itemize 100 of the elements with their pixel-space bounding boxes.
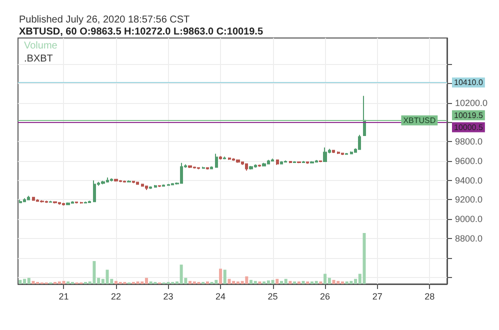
candlestick: [114, 178, 118, 182]
y-tick-label: 9600.0: [455, 156, 483, 166]
annotation: XBTUSD: [403, 116, 436, 125]
candlestick: [249, 166, 253, 170]
bar: [223, 270, 226, 284]
ref-line-label: 10019.5: [454, 110, 484, 120]
candlestick: [289, 160, 292, 164]
annotation: .BXBT: [24, 54, 53, 64]
y-tick-label: 9800.0: [455, 136, 483, 147]
candlestick: [154, 184, 157, 188]
bar: [276, 278, 279, 284]
candlestick: [188, 164, 192, 168]
candlestick: [228, 157, 231, 160]
bar: [271, 280, 274, 284]
bar: [106, 270, 109, 284]
y-tick-label: 9000.0: [455, 214, 483, 224]
candlestick: [332, 149, 335, 154]
candlestick: [127, 180, 131, 183]
candlestick: [297, 160, 301, 164]
bar: [284, 278, 288, 284]
x-tick-label: 27: [372, 292, 382, 302]
y-tick-label: 8800.0: [455, 233, 483, 244]
candlestick: [84, 201, 87, 204]
candlestick: [280, 160, 283, 165]
bar: [362, 233, 366, 284]
text: Volume: [24, 40, 58, 52]
candlestick: [358, 134, 361, 150]
candlestick: [93, 180, 96, 203]
candlestick: [162, 184, 165, 188]
candlestick: [223, 156, 226, 160]
candlestick: [284, 160, 287, 163]
x-tick-label: 24: [216, 292, 226, 302]
bar: [240, 280, 244, 284]
bar: [66, 281, 70, 284]
candlestick: [167, 184, 170, 186]
x-tick-label: 26: [320, 292, 330, 302]
bar: [180, 264, 183, 284]
candlestick: [210, 166, 213, 170]
x-tick-label: 21: [58, 292, 69, 302]
candlestick: [101, 180, 105, 185]
bar: [340, 281, 344, 284]
x-tick-label: 25: [268, 292, 278, 302]
bar: [350, 280, 353, 284]
bar: [250, 280, 253, 284]
candlestick: [62, 202, 65, 206]
bar: [27, 278, 30, 284]
bar: [245, 276, 248, 284]
candlestick: [262, 162, 266, 167]
candlestick: [53, 200, 57, 204]
candlestick: [132, 180, 135, 184]
candlestick: [219, 156, 222, 160]
candlestick: [236, 159, 240, 164]
bar: [314, 280, 318, 284]
bar: [144, 278, 148, 284]
ref-line-label: 10410.0: [454, 78, 484, 88]
bar: [324, 274, 327, 284]
bar: [192, 281, 196, 284]
bar: [297, 281, 300, 284]
candlestick: [306, 161, 309, 164]
candlestick: [302, 160, 305, 164]
candlestick: [341, 152, 344, 156]
chart-subtitle: Published July 26, 2020 18:57:56 CST: [19, 14, 190, 26]
ref-line-label: 10000.5: [454, 122, 484, 132]
bar: [62, 280, 66, 284]
bar: [345, 281, 348, 284]
candlestick: [271, 158, 274, 162]
candlestick: [27, 195, 30, 201]
bar: [18, 280, 22, 284]
candlestick: [32, 196, 35, 202]
bar: [206, 281, 209, 284]
candlestick: [66, 202, 70, 206]
candlestick: [110, 178, 113, 182]
bar: [262, 281, 266, 284]
candlestick: [206, 166, 209, 170]
candlestick: [215, 153, 218, 168]
candlestick: [319, 160, 322, 163]
candlestick: [136, 181, 139, 186]
candlestick: [123, 180, 126, 183]
bar: [219, 268, 222, 284]
bar: [254, 280, 257, 284]
y-tick-label: 10200.0: [455, 98, 488, 108]
bar: [332, 280, 336, 284]
candlestick: [23, 198, 26, 203]
bar: [228, 278, 231, 284]
bar: [92, 261, 96, 284]
candlestick: [158, 184, 161, 188]
bar: [328, 278, 331, 284]
bar: [258, 281, 262, 284]
candlestick: [258, 164, 261, 168]
bar: [288, 280, 292, 284]
candlestick: [40, 200, 44, 203]
bar: [136, 281, 140, 284]
candlestick: [337, 151, 340, 155]
candlestick: [310, 160, 314, 164]
x-tick-label: 23: [163, 292, 174, 302]
candlestick: [149, 186, 152, 190]
candlestick: [141, 183, 144, 188]
candlestick: [245, 162, 248, 172]
y-tick-label: 9400.0: [455, 175, 483, 186]
bar: [319, 281, 322, 284]
